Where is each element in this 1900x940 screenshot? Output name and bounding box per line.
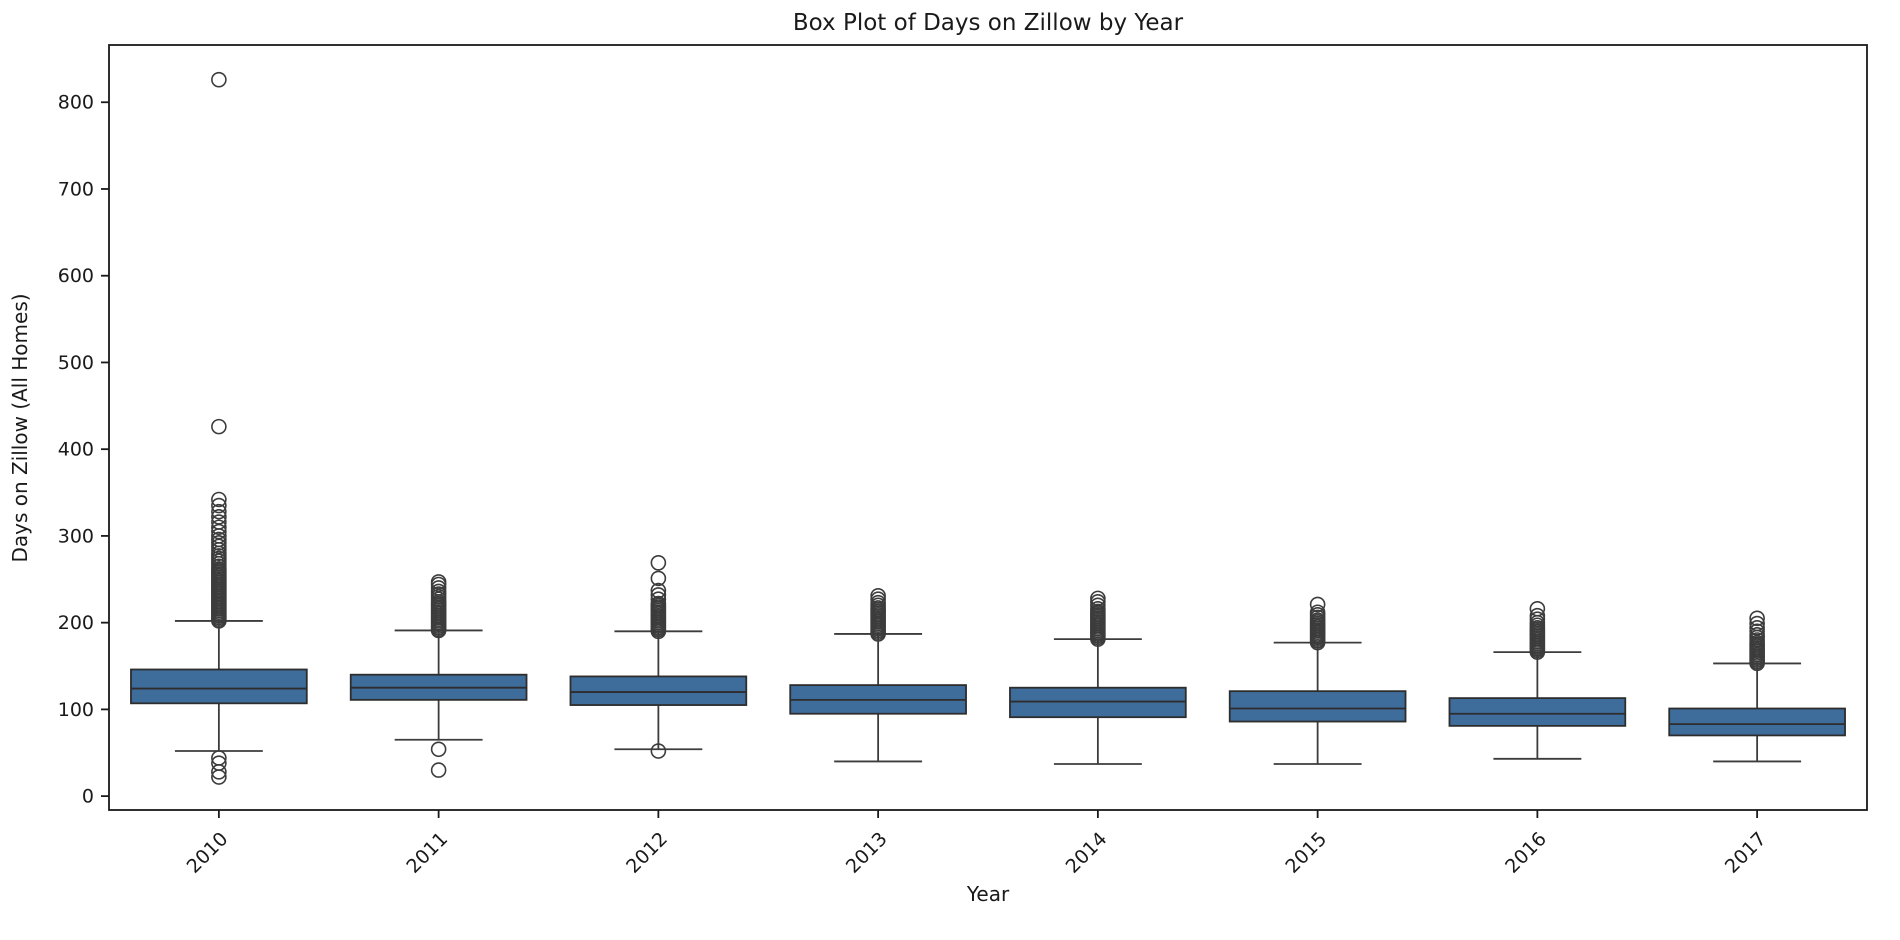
outlier-point <box>870 591 886 608</box>
outlier-point <box>430 574 447 590</box>
x-tick-label: 2011 <box>402 828 452 878</box>
outlier-point <box>211 418 227 435</box>
iqr-box <box>1668 707 1846 737</box>
outlier-point <box>1090 590 1106 607</box>
outlier-point <box>430 580 447 596</box>
box-group-2017 <box>1668 610 1846 763</box>
outlier-point <box>1090 594 1106 610</box>
box-group-2013 <box>789 587 967 763</box>
plot-frame <box>108 44 1868 811</box>
outlier-point <box>211 71 227 88</box>
outlier-point <box>650 555 667 571</box>
outlier-point <box>430 741 447 758</box>
y-tick-label: 100 <box>58 699 94 721</box>
y-tick-label: 300 <box>58 525 94 547</box>
iqr-box <box>569 675 748 706</box>
box-group-2015 <box>1228 596 1407 765</box>
outlier-point <box>650 743 667 759</box>
outlier-point <box>1749 626 1765 643</box>
outlier-point <box>211 497 227 514</box>
x-tick-label: 2015 <box>1281 828 1331 878</box>
outlier-point <box>211 531 227 548</box>
outlier-point <box>1090 600 1106 617</box>
y-tick-label: 200 <box>58 612 94 634</box>
outlier-point <box>430 762 447 778</box>
box-group-2012 <box>569 555 748 759</box>
outlier-point <box>211 491 227 508</box>
iqr-box <box>130 668 308 705</box>
outlier-point <box>650 595 667 612</box>
outlier-point <box>211 514 227 530</box>
y-tick-label: 500 <box>58 352 94 374</box>
outlier-point <box>1529 600 1546 617</box>
x-tick-label: 2012 <box>622 828 672 878</box>
chart-title: Box Plot of Days on Zillow by Year <box>793 10 1184 36</box>
y-tick-label: 800 <box>58 92 94 114</box>
box-group-2014 <box>1009 590 1187 765</box>
outlier-point <box>1749 610 1765 627</box>
outlier-point <box>211 535 227 551</box>
outlier-point <box>211 769 227 785</box>
outlier-point <box>1749 615 1765 632</box>
outlier-point <box>650 582 667 599</box>
outlier-point <box>650 587 667 603</box>
outlier-point <box>430 583 447 600</box>
x-tick-label: 2013 <box>842 828 892 878</box>
y-tick-label: 400 <box>58 439 94 461</box>
iqr-box <box>1228 690 1407 723</box>
x-tick-label: 2016 <box>1501 828 1551 878</box>
outlier-point <box>650 570 667 587</box>
outlier-point <box>1090 597 1106 614</box>
x-axis-label: Year <box>966 882 1010 906</box>
y-tick-label: 700 <box>58 178 94 200</box>
outlier-point <box>211 519 227 536</box>
y-tick-label: 0 <box>82 786 94 808</box>
x-tick-label: 2017 <box>1721 828 1771 878</box>
outlier-point <box>1529 611 1546 627</box>
outlier-point <box>1749 623 1765 640</box>
outlier-point <box>1309 604 1326 621</box>
y-axis-label: Days on Zillow (All Homes) <box>8 293 32 562</box>
box-group-2016 <box>1448 600 1627 760</box>
x-tick-label: 2010 <box>183 828 233 878</box>
box-group-2010 <box>130 71 308 785</box>
x-tick-label: 2014 <box>1062 828 1112 878</box>
outlier-point <box>1529 607 1546 624</box>
outlier-point <box>1749 620 1765 636</box>
outlier-point <box>1309 596 1326 613</box>
outlier-point <box>211 509 227 525</box>
iqr-box <box>1448 697 1627 727</box>
box-group-2011 <box>349 574 528 778</box>
outlier-point <box>211 503 227 520</box>
outlier-point <box>211 764 227 780</box>
outlier-point <box>870 594 886 611</box>
outlier-point <box>650 591 667 608</box>
y-tick-label: 600 <box>58 265 94 287</box>
outlier-point <box>870 587 886 604</box>
